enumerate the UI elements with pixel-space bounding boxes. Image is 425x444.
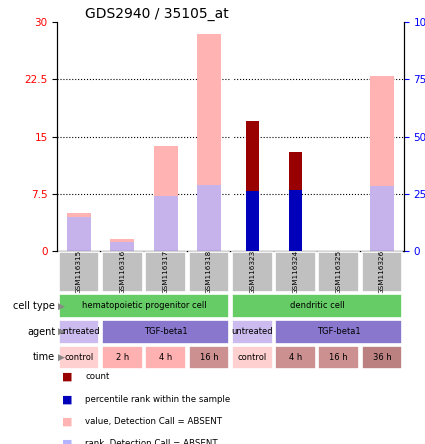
Text: control: control (65, 353, 94, 362)
Bar (110, 242, 134, 251)
Text: percentile rank within the sample: percentile rank within the sample (85, 395, 230, 404)
Text: 2 h: 2 h (116, 353, 129, 362)
Bar (59, 320, 99, 344)
Text: ■: ■ (62, 372, 72, 382)
Text: ■: ■ (62, 416, 72, 426)
Text: 16 h: 16 h (329, 353, 348, 362)
Bar (189, 345, 229, 369)
Bar (232, 252, 272, 292)
Bar (232, 294, 402, 318)
Bar (232, 345, 272, 369)
Text: GSM116315: GSM116315 (76, 250, 82, 294)
Bar (275, 345, 316, 369)
Bar (154, 147, 178, 251)
Bar (318, 345, 359, 369)
Bar (102, 252, 143, 292)
Text: untreated: untreated (231, 327, 273, 336)
Text: dendritic cell: dendritic cell (290, 301, 345, 310)
Bar (246, 121, 259, 251)
Text: GSM116325: GSM116325 (336, 250, 342, 294)
Text: TGF-beta1: TGF-beta1 (317, 327, 361, 336)
Text: GSM116317: GSM116317 (163, 250, 169, 294)
Text: ▶: ▶ (58, 301, 65, 310)
Text: TGF-beta1: TGF-beta1 (144, 327, 187, 336)
Text: GDS2940 / 35105_at: GDS2940 / 35105_at (85, 7, 229, 21)
Text: 4 h: 4 h (159, 353, 172, 362)
Bar (102, 320, 229, 344)
Bar (145, 252, 186, 292)
Text: GSM116316: GSM116316 (119, 250, 125, 294)
Bar (362, 345, 402, 369)
Bar (289, 152, 302, 251)
Text: ▶: ▶ (58, 353, 65, 362)
Text: GSM116318: GSM116318 (206, 250, 212, 294)
Bar (232, 320, 272, 344)
Bar (275, 320, 402, 344)
Text: cell type: cell type (13, 301, 55, 311)
Text: 4 h: 4 h (289, 353, 302, 362)
Bar (59, 345, 99, 369)
Bar (102, 345, 143, 369)
Bar (110, 239, 134, 251)
Bar (145, 345, 186, 369)
Text: ■: ■ (62, 394, 72, 404)
Bar (67, 217, 91, 251)
Bar (197, 185, 221, 251)
Bar (67, 213, 91, 251)
Text: 16 h: 16 h (200, 353, 218, 362)
Bar (246, 191, 259, 251)
Text: GSM116323: GSM116323 (249, 250, 255, 294)
Text: rank, Detection Call = ABSENT: rank, Detection Call = ABSENT (85, 439, 218, 444)
Text: GSM116326: GSM116326 (379, 250, 385, 294)
Bar (59, 294, 229, 318)
Bar (318, 252, 359, 292)
Text: time: time (33, 353, 55, 362)
Text: untreated: untreated (58, 327, 100, 336)
Bar (197, 34, 221, 251)
Bar (370, 186, 394, 251)
Bar (370, 75, 394, 251)
Text: hematopoietic progenitor cell: hematopoietic progenitor cell (82, 301, 206, 310)
Text: 36 h: 36 h (373, 353, 391, 362)
Text: value, Detection Call = ABSENT: value, Detection Call = ABSENT (85, 417, 222, 426)
Bar (289, 190, 302, 251)
Bar (362, 252, 402, 292)
Text: count: count (85, 373, 109, 381)
Bar (275, 252, 316, 292)
Bar (59, 252, 99, 292)
Text: ▶: ▶ (58, 327, 65, 336)
Text: GSM116324: GSM116324 (292, 250, 298, 294)
Bar (154, 196, 178, 251)
Text: control: control (238, 353, 267, 362)
Text: ■: ■ (62, 439, 72, 444)
Text: agent: agent (27, 327, 55, 337)
Bar (189, 252, 229, 292)
